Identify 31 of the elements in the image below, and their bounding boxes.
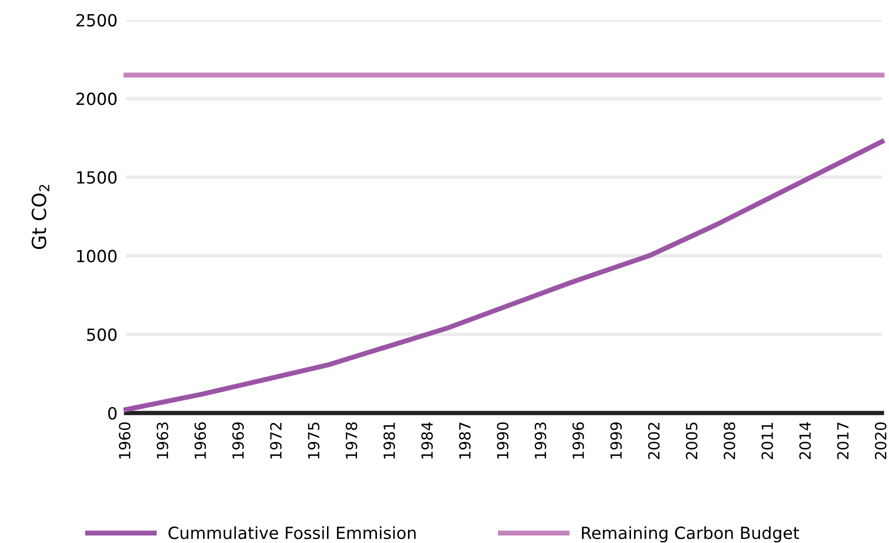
- x-tick-label: 1981: [383, 422, 396, 459]
- y-tick-label: 2500: [76, 14, 117, 27]
- x-tick-label: 1990: [496, 422, 508, 459]
- x-tick-label: 2020: [874, 422, 886, 460]
- x-tick-label: 1960: [118, 422, 130, 459]
- x-tick-label: 1999: [610, 422, 622, 459]
- x-tick-label: 1975: [308, 422, 320, 459]
- x-tick-label: 1966: [194, 422, 206, 459]
- x-tick-label: 1996: [572, 422, 584, 459]
- x-tick-label: 2002: [648, 422, 660, 460]
- x-tick-label: 1972: [270, 422, 282, 459]
- x-tick-label: 1969: [232, 422, 244, 459]
- x-tick-label: 2014: [799, 422, 811, 460]
- x-tick-label: 2005: [686, 422, 698, 460]
- y-tick-label: 1000: [77, 250, 117, 262]
- x-tick-label: 2017: [837, 422, 849, 460]
- y-tick-label: 0: [108, 406, 117, 420]
- y-tick-label: 500: [87, 328, 117, 341]
- y-tick-label: 1500: [77, 171, 117, 184]
- x-tick-label: 1978: [346, 422, 358, 459]
- x-tick-label: 2011: [761, 422, 774, 460]
- x-tick-label: 1993: [534, 422, 546, 459]
- x-tick-label: 2008: [724, 422, 736, 460]
- y-tick-label: 2000: [76, 92, 117, 106]
- legend-label: Remaining Carbon Budget: [582, 526, 800, 542]
- x-tick-label: 1987: [459, 422, 471, 459]
- line-series: [124, 139, 884, 412]
- legend-label: Cummulative Fossil Emmision: [168, 526, 416, 540]
- x-tick-label: 1984: [421, 422, 433, 459]
- y-axis-title: Gt CO$_{2}$: [32, 184, 50, 250]
- x-tick-label: 1963: [156, 422, 168, 459]
